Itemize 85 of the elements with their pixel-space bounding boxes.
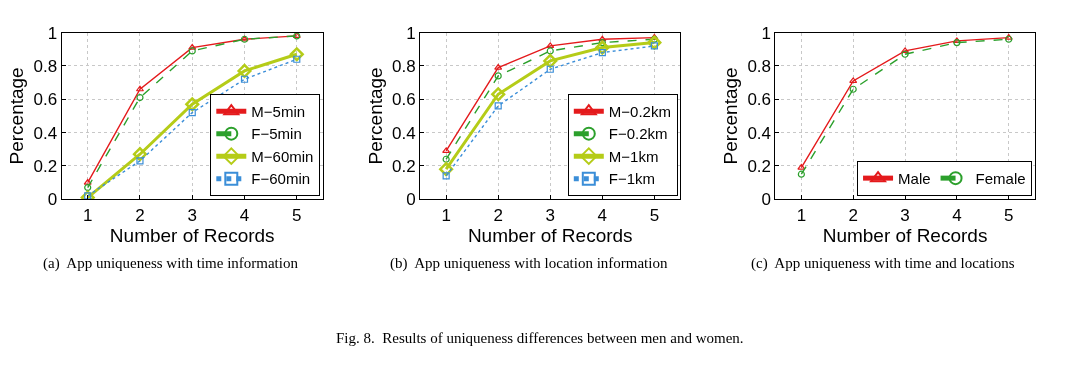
- x-axis-title: Number of Records: [822, 224, 988, 246]
- y-tick-label: 0.2: [747, 156, 772, 176]
- y-tick-label: 0.6: [33, 90, 58, 110]
- y-tick-label: 0.4: [33, 123, 58, 143]
- point: [83, 178, 92, 185]
- point: [598, 39, 606, 47]
- x-axis-title: Number of Records: [467, 224, 633, 246]
- point: [494, 102, 502, 110]
- legend-label: Female: [975, 169, 1026, 187]
- point: [237, 63, 252, 79]
- text: (b) App uniqueness with location information: [390, 255, 668, 272]
- point: [136, 157, 144, 165]
- point: [188, 108, 196, 117]
- x-tick-label: 5: [1003, 205, 1014, 225]
- x-tick-label: 5: [292, 205, 302, 225]
- x-tick-label: 4: [239, 205, 250, 225]
- legend-label: F−60min: [251, 170, 311, 188]
- x-tick-label: 2: [493, 205, 503, 225]
- x-tick-label: 3: [187, 205, 197, 225]
- y-tick-label: 0.4: [392, 123, 416, 143]
- y-tick-label: 1: [761, 23, 772, 43]
- point: [647, 35, 662, 50]
- point: [849, 77, 858, 84]
- x-tick-label: 1: [82, 205, 93, 225]
- legend-label: M−1km: [608, 147, 659, 165]
- y-tick-label: 0: [47, 190, 58, 210]
- y-tick-label: 0.2: [392, 156, 416, 176]
- y-tick-label: 0: [761, 190, 772, 210]
- point: [546, 65, 554, 73]
- x-axis-title: Number of Records: [109, 224, 275, 246]
- point: [849, 85, 857, 93]
- point: [543, 53, 558, 69]
- point: [185, 97, 200, 112]
- x-tick-label: 2: [848, 205, 858, 225]
- legend-label: F−0.2km: [608, 125, 668, 143]
- point: [546, 42, 555, 49]
- x-tick-label: 2: [135, 205, 145, 225]
- legend-label: F−1km: [608, 170, 656, 188]
- x-tick-label: 5: [649, 205, 660, 225]
- x-tick-label: 4: [952, 205, 962, 225]
- legend-label: Male: [898, 169, 931, 187]
- legend-label: M−0.2km: [608, 102, 671, 120]
- y-tick-label: 0.6: [747, 90, 772, 110]
- point: [136, 93, 144, 102]
- x-tick-label: 1: [796, 205, 807, 225]
- x-tick-label: 4: [597, 205, 608, 225]
- point: [289, 47, 304, 62]
- legend-label: M−5min: [251, 102, 306, 120]
- point: [494, 63, 503, 70]
- y-tick-label: 0.4: [747, 123, 772, 143]
- y-tick-label: 0.8: [33, 56, 58, 76]
- text: (a) App uniqueness with time information: [43, 255, 299, 272]
- point: [494, 72, 502, 80]
- point: [797, 170, 805, 178]
- point: [598, 35, 607, 42]
- point: [240, 75, 249, 83]
- point: [442, 172, 450, 180]
- point: [901, 50, 909, 58]
- point: [546, 47, 554, 55]
- point: [442, 155, 450, 163]
- point: [293, 55, 301, 63]
- y-axis-title: Percentage: [364, 67, 386, 165]
- x-tick-label: 3: [545, 205, 555, 225]
- y-axis-title: Percentage: [720, 67, 742, 165]
- y-tick-label: 0.2: [33, 156, 58, 176]
- y-tick-label: 0: [406, 190, 416, 210]
- point: [598, 48, 606, 57]
- point: [491, 87, 506, 102]
- caption: Fig. 8. Results of uniqueness differences between men and women.: [336, 330, 744, 346]
- x-tick-label: 1: [441, 205, 451, 225]
- y-tick-label: 0.6: [392, 90, 416, 110]
- point: [188, 47, 196, 55]
- point: [84, 183, 92, 192]
- x-tick-label: 3: [900, 205, 910, 225]
- point: [797, 163, 806, 170]
- point: [135, 85, 145, 92]
- legend-label: M−60min: [251, 147, 314, 165]
- y-axis-title: Percentage: [6, 67, 28, 165]
- y-tick-label: 1: [47, 23, 58, 43]
- y-tick-label: 0.8: [392, 56, 416, 76]
- text: (c) App uniqueness with time and locations: [751, 255, 1015, 272]
- y-tick-label: 1: [406, 23, 416, 43]
- legend-label: F−5min: [251, 125, 302, 143]
- point: [900, 47, 910, 54]
- y-tick-label: 0.8: [747, 56, 772, 76]
